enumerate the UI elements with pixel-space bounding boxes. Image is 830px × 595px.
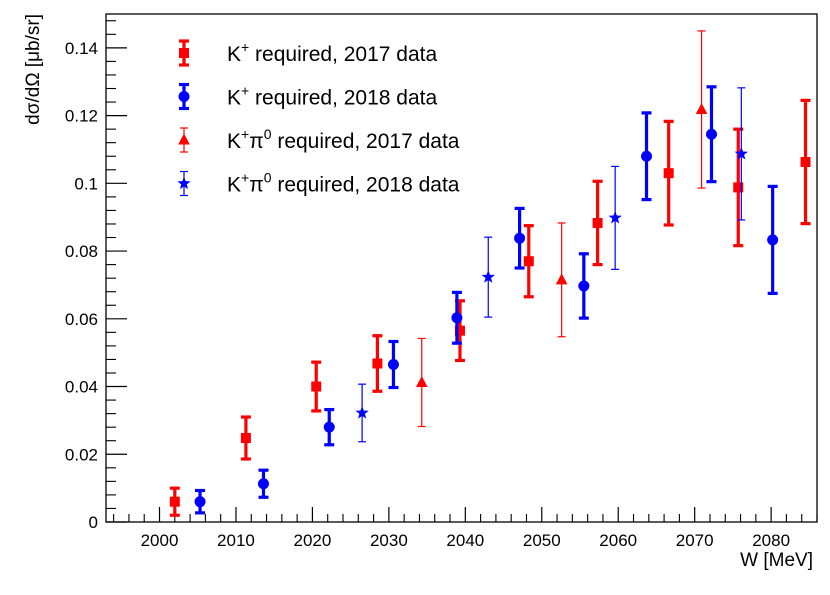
legend-entry: K+ required, 2017 data: [179, 39, 437, 67]
x-tick-label: 2020: [294, 531, 332, 550]
square-marker: [179, 48, 189, 58]
y-tick-label: 0: [89, 513, 98, 532]
legend-entry: K+π0 required, 2017 data: [178, 126, 460, 153]
square-marker: [592, 217, 603, 228]
star-marker: [177, 176, 191, 190]
circle-marker: [194, 496, 206, 508]
x-tick-label: 2010: [217, 531, 255, 550]
legend-entry: K+ required, 2018 data: [178, 83, 437, 111]
circle-marker: [705, 128, 717, 140]
axis-ticks: 2000 2010 2020 2030 2040 2050 2060 2070 2080 0 0.0…: [65, 20, 818, 550]
square-marker: [311, 381, 322, 392]
series: [355, 87, 748, 443]
series: [169, 98, 811, 517]
circle-marker: [178, 91, 190, 102]
x-tick-label: 2030: [370, 531, 408, 550]
square-marker: [454, 325, 465, 336]
y-tick-label: 0.14: [65, 39, 98, 58]
legend-label: K+ required, 2018 data: [227, 83, 437, 110]
x-tick-label: 2050: [523, 531, 561, 550]
square-marker: [733, 182, 744, 193]
legend-label: K+π0 required, 2017 data: [227, 126, 460, 153]
legend-label: K+ required, 2017 data: [227, 39, 437, 66]
square-marker: [663, 168, 674, 179]
x-tick-label: 2000: [141, 531, 179, 550]
axes: [105, 13, 818, 523]
triangle-marker: [415, 375, 428, 387]
star-marker: [608, 210, 622, 224]
y-tick-label: 0.04: [65, 378, 98, 397]
x-tick-label: 2040: [446, 531, 484, 550]
circle-marker: [387, 359, 399, 371]
circle-marker: [323, 421, 335, 433]
x-tick-label: 2070: [676, 531, 714, 550]
circle-marker: [641, 150, 653, 162]
triangle-marker: [178, 133, 190, 145]
legend: K+ required, 2017 data K+ required, 2018 …: [177, 39, 460, 197]
circle-marker: [257, 478, 269, 490]
star-marker: [355, 405, 369, 419]
circle-marker: [767, 234, 779, 246]
legend-entry: K+π0 required, 2018 data: [177, 170, 460, 197]
triangle-marker: [555, 273, 568, 285]
star-marker: [734, 146, 748, 160]
square-marker: [523, 256, 534, 267]
y-tick-label: 0.08: [65, 242, 98, 261]
y-tick-label: 0.1: [74, 174, 98, 193]
star-marker: [481, 270, 495, 283]
series: [415, 30, 708, 428]
circle-marker: [578, 280, 590, 292]
series: [194, 85, 779, 515]
plot-frame: [105, 13, 818, 523]
square-marker: [800, 156, 811, 167]
y-axis-title: dσ/dΩ [μb/sr]: [23, 14, 44, 125]
square-marker: [169, 496, 180, 507]
circle-marker: [514, 232, 526, 244]
y-tick-label: 0.12: [65, 107, 98, 126]
y-tick-label: 0.02: [65, 445, 98, 464]
triangle-marker: [695, 103, 708, 115]
data-points: [169, 30, 811, 517]
y-tick-label: 0.06: [65, 310, 98, 329]
square-marker: [372, 358, 383, 369]
x-tick-label: 2080: [752, 531, 790, 550]
legend-label: K+π0 required, 2018 data: [227, 170, 460, 197]
x-axis-title: W [MeV]: [740, 550, 813, 571]
square-marker: [240, 433, 251, 444]
x-tick-label: 2060: [599, 531, 637, 550]
circle-marker: [451, 312, 463, 324]
